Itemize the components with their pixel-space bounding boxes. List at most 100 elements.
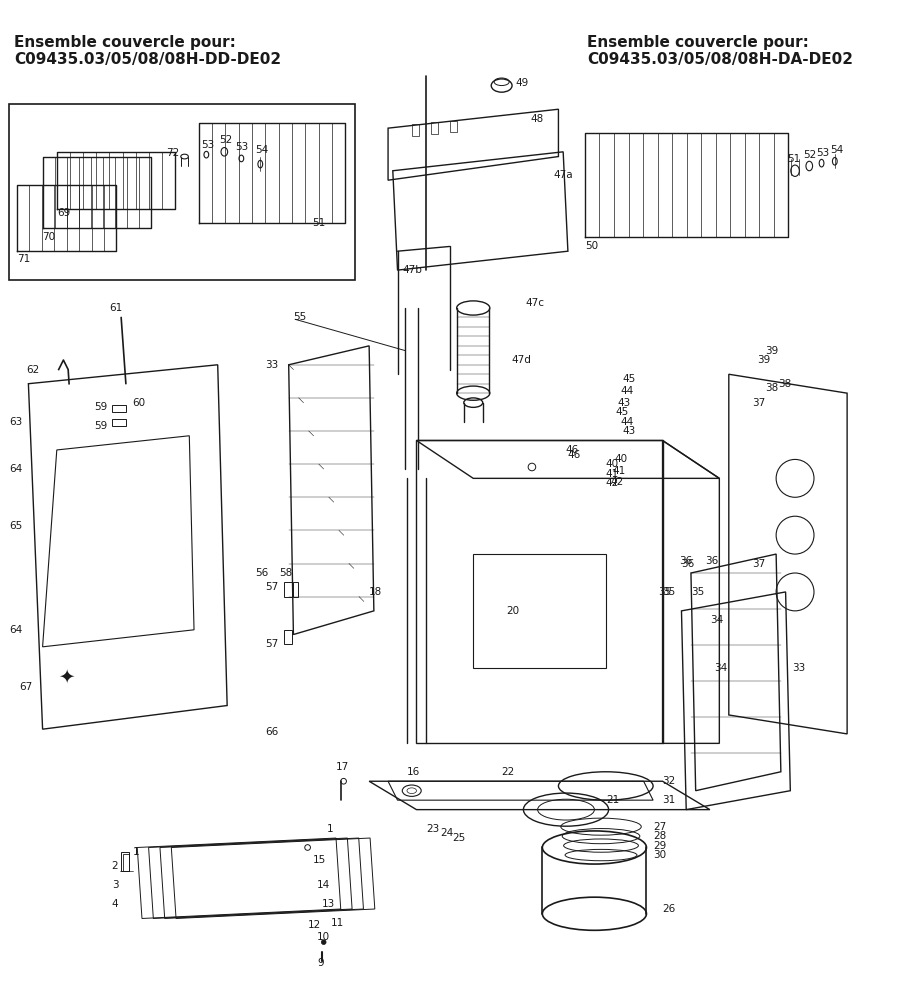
Text: 69: 69 <box>57 208 70 218</box>
Text: 15: 15 <box>312 855 326 865</box>
Text: 14: 14 <box>317 880 330 891</box>
Bar <box>10 104 355 280</box>
Text: Ensemble couvercle pour:: Ensemble couvercle pour: <box>14 36 236 51</box>
Text: 56: 56 <box>256 568 269 578</box>
Text: 30: 30 <box>653 850 666 860</box>
Text: 24: 24 <box>440 828 454 838</box>
Text: 17: 17 <box>336 762 349 772</box>
Text: 48: 48 <box>530 114 544 124</box>
Text: 2: 2 <box>112 861 118 871</box>
Text: 33: 33 <box>792 663 806 673</box>
Text: 37: 37 <box>752 398 766 408</box>
Text: 44: 44 <box>620 417 634 427</box>
Bar <box>417 440 662 743</box>
Text: 39: 39 <box>765 345 778 355</box>
Text: 40: 40 <box>606 459 619 469</box>
Text: 49: 49 <box>516 77 529 87</box>
Bar <box>112 405 126 412</box>
Text: 35: 35 <box>662 587 676 597</box>
Text: 42: 42 <box>610 477 624 487</box>
Bar <box>284 630 292 644</box>
Text: 4: 4 <box>112 900 118 910</box>
Text: 51: 51 <box>312 218 326 228</box>
Text: Ensemble couvercle pour:: Ensemble couvercle pour: <box>587 36 809 51</box>
Text: 47b: 47b <box>402 265 422 275</box>
Text: 71: 71 <box>17 254 31 264</box>
Text: 45: 45 <box>623 374 636 384</box>
Bar <box>431 122 438 134</box>
Text: 64: 64 <box>10 464 22 474</box>
Text: 66: 66 <box>265 727 278 737</box>
Text: 36: 36 <box>680 556 693 565</box>
Text: 29: 29 <box>653 840 666 850</box>
Bar <box>450 121 457 132</box>
Text: 52: 52 <box>804 150 817 160</box>
Text: 63: 63 <box>10 417 22 427</box>
Text: 54: 54 <box>830 145 843 155</box>
Text: 43: 43 <box>623 426 636 436</box>
Text: 12: 12 <box>308 921 321 930</box>
Text: 18: 18 <box>369 587 382 597</box>
Text: 43: 43 <box>617 398 630 408</box>
Text: 47d: 47d <box>511 355 531 365</box>
Text: 46: 46 <box>568 449 581 459</box>
Text: 3: 3 <box>112 880 118 891</box>
Text: 37: 37 <box>752 558 766 568</box>
Text: 53: 53 <box>816 148 829 158</box>
Text: ✦: ✦ <box>58 668 75 686</box>
Text: 36: 36 <box>705 556 718 565</box>
Text: 65: 65 <box>10 521 22 531</box>
Text: 59: 59 <box>94 403 108 413</box>
Text: 57: 57 <box>265 582 278 592</box>
Text: 61: 61 <box>109 303 122 313</box>
Text: 59: 59 <box>94 422 108 432</box>
Text: 10: 10 <box>317 932 330 942</box>
Text: 53: 53 <box>202 140 215 150</box>
Text: 53: 53 <box>235 142 248 152</box>
Text: 62: 62 <box>26 364 40 375</box>
Text: C09435.03/05/08/08H-DA-DE02: C09435.03/05/08/08H-DA-DE02 <box>587 53 853 67</box>
Text: 54: 54 <box>256 145 269 155</box>
Bar <box>473 555 606 668</box>
Bar <box>123 854 129 871</box>
Text: 50: 50 <box>585 241 598 251</box>
Text: 1: 1 <box>132 847 140 857</box>
Text: 47a: 47a <box>554 171 573 181</box>
Text: 41: 41 <box>612 466 625 476</box>
Text: 38: 38 <box>778 379 791 389</box>
Text: 22: 22 <box>501 767 515 777</box>
Text: 67: 67 <box>19 682 32 691</box>
Text: 34: 34 <box>715 663 728 673</box>
Text: 13: 13 <box>322 900 335 910</box>
Bar <box>122 852 129 871</box>
Text: 42: 42 <box>606 478 619 488</box>
Text: 40: 40 <box>615 454 627 464</box>
Bar <box>293 582 298 596</box>
Text: 34: 34 <box>710 615 723 625</box>
Text: 25: 25 <box>453 833 465 843</box>
Text: 31: 31 <box>662 796 676 806</box>
Text: 9: 9 <box>317 958 324 968</box>
Text: 16: 16 <box>407 767 420 777</box>
Text: 36: 36 <box>681 558 695 568</box>
Text: 51: 51 <box>788 155 801 165</box>
Text: C09435.03/05/08/08H-DD-DE02: C09435.03/05/08/08H-DD-DE02 <box>14 53 282 67</box>
Text: 20: 20 <box>507 606 519 616</box>
Text: 11: 11 <box>331 919 345 929</box>
Text: 38: 38 <box>765 384 778 394</box>
Bar <box>112 419 126 427</box>
Text: 28: 28 <box>653 831 666 841</box>
Text: 45: 45 <box>616 407 628 417</box>
Text: 41: 41 <box>606 468 619 478</box>
Text: 27: 27 <box>653 821 666 831</box>
Text: 47c: 47c <box>526 299 544 309</box>
Ellipse shape <box>321 939 326 944</box>
Bar <box>411 124 419 136</box>
Text: 57: 57 <box>265 639 278 649</box>
Text: 44: 44 <box>621 386 634 396</box>
Text: 32: 32 <box>662 776 676 787</box>
Text: 52: 52 <box>220 135 233 145</box>
Text: 55: 55 <box>293 312 307 322</box>
Text: 33: 33 <box>265 360 278 370</box>
Text: 21: 21 <box>606 796 619 806</box>
